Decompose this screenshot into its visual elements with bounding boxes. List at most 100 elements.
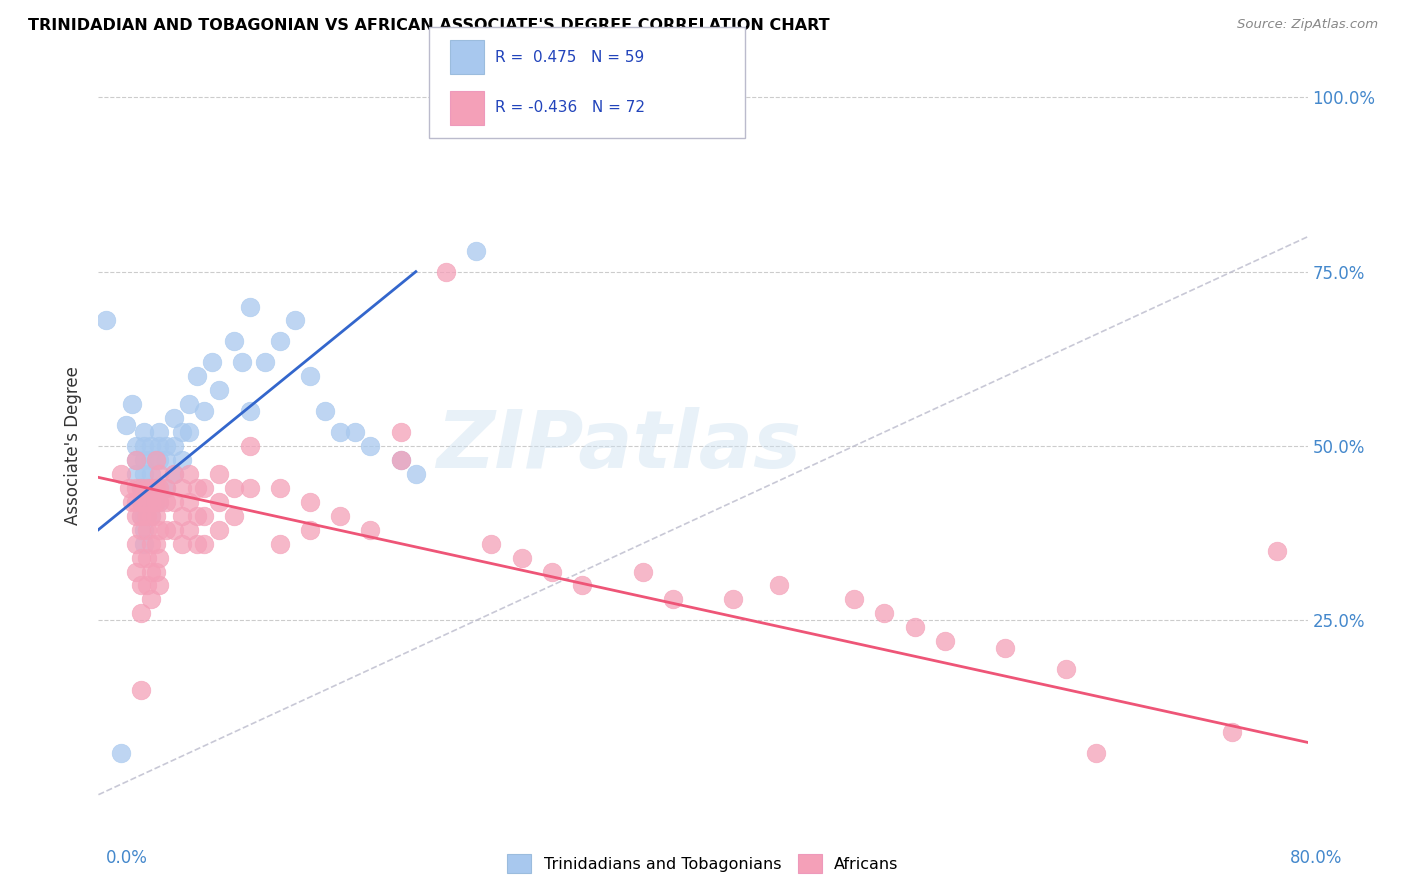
Point: [148, 439, 170, 453]
Point: [224, 481, 246, 495]
Point: [148, 481, 170, 495]
Point: [145, 481, 167, 495]
Point: [148, 523, 170, 537]
Point: [141, 495, 163, 509]
Point: [314, 404, 336, 418]
Point: [269, 334, 291, 349]
Point: [114, 418, 136, 433]
Point: [170, 425, 193, 439]
Point: [179, 425, 201, 439]
Point: [239, 404, 262, 418]
Point: [129, 578, 152, 592]
Point: [132, 536, 155, 550]
Point: [224, 334, 246, 349]
Point: [129, 508, 152, 523]
Point: [163, 467, 186, 481]
Point: [481, 536, 503, 550]
Point: [132, 481, 155, 495]
Point: [148, 453, 170, 467]
Point: [179, 495, 201, 509]
Point: [344, 425, 367, 439]
Point: [269, 481, 291, 495]
Point: [141, 453, 163, 467]
Point: [163, 439, 186, 453]
Point: [145, 453, 167, 467]
Point: [723, 592, 745, 607]
Point: [141, 565, 163, 579]
Point: [170, 508, 193, 523]
Point: [135, 578, 157, 592]
Point: [193, 508, 215, 523]
Point: [193, 536, 215, 550]
Point: [94, 313, 117, 327]
Point: [155, 439, 177, 453]
Point: [208, 495, 231, 509]
Point: [179, 467, 201, 481]
Point: [145, 536, 167, 550]
Point: [193, 481, 215, 495]
Text: 0.0%: 0.0%: [105, 849, 148, 867]
Point: [360, 523, 382, 537]
Point: [239, 300, 262, 314]
Point: [132, 467, 155, 481]
Point: [155, 495, 177, 509]
Point: [141, 508, 163, 523]
Point: [231, 355, 253, 369]
Point: [148, 495, 170, 509]
Point: [1054, 662, 1077, 676]
Legend: Trinidadians and Tobagonians, Africans: Trinidadians and Tobagonians, Africans: [501, 848, 905, 880]
Point: [299, 369, 322, 384]
Point: [163, 523, 186, 537]
Point: [239, 481, 262, 495]
Point: [405, 467, 427, 481]
Point: [125, 453, 148, 467]
Point: [934, 634, 956, 648]
Point: [163, 495, 186, 509]
Text: TRINIDADIAN AND TOBAGONIAN VS AFRICAN ASSOCIATE'S DEGREE CORRELATION CHART: TRINIDADIAN AND TOBAGONIAN VS AFRICAN AS…: [28, 18, 830, 33]
Point: [768, 578, 790, 592]
Point: [110, 467, 132, 481]
Point: [389, 425, 412, 439]
Point: [129, 523, 152, 537]
Point: [125, 508, 148, 523]
Point: [571, 578, 593, 592]
Text: ZIPatlas: ZIPatlas: [436, 407, 801, 485]
Text: 80.0%: 80.0%: [1291, 849, 1343, 867]
Point: [329, 508, 352, 523]
Point: [201, 355, 224, 369]
Point: [129, 683, 152, 698]
Point: [118, 481, 141, 495]
Point: [179, 397, 201, 411]
Point: [434, 265, 457, 279]
Point: [129, 495, 152, 509]
Point: [631, 565, 654, 579]
Point: [145, 508, 167, 523]
Point: [208, 523, 231, 537]
Point: [141, 536, 163, 550]
Point: [186, 536, 208, 550]
Point: [125, 481, 148, 495]
Point: [1085, 746, 1108, 760]
Point: [208, 467, 231, 481]
Point: [125, 565, 148, 579]
Point: [540, 565, 562, 579]
Point: [148, 481, 170, 495]
Point: [141, 592, 163, 607]
Point: [284, 313, 307, 327]
Point: [873, 607, 896, 621]
Point: [132, 523, 155, 537]
Point: [661, 592, 683, 607]
Point: [148, 425, 170, 439]
Point: [135, 481, 157, 495]
Point: [155, 453, 177, 467]
Point: [253, 355, 276, 369]
Point: [135, 508, 157, 523]
Point: [239, 439, 262, 453]
Point: [193, 404, 215, 418]
Point: [141, 495, 163, 509]
Point: [141, 481, 163, 495]
Y-axis label: Associate's Degree: Associate's Degree: [65, 367, 83, 525]
Point: [125, 495, 148, 509]
Point: [510, 550, 533, 565]
Point: [299, 495, 322, 509]
